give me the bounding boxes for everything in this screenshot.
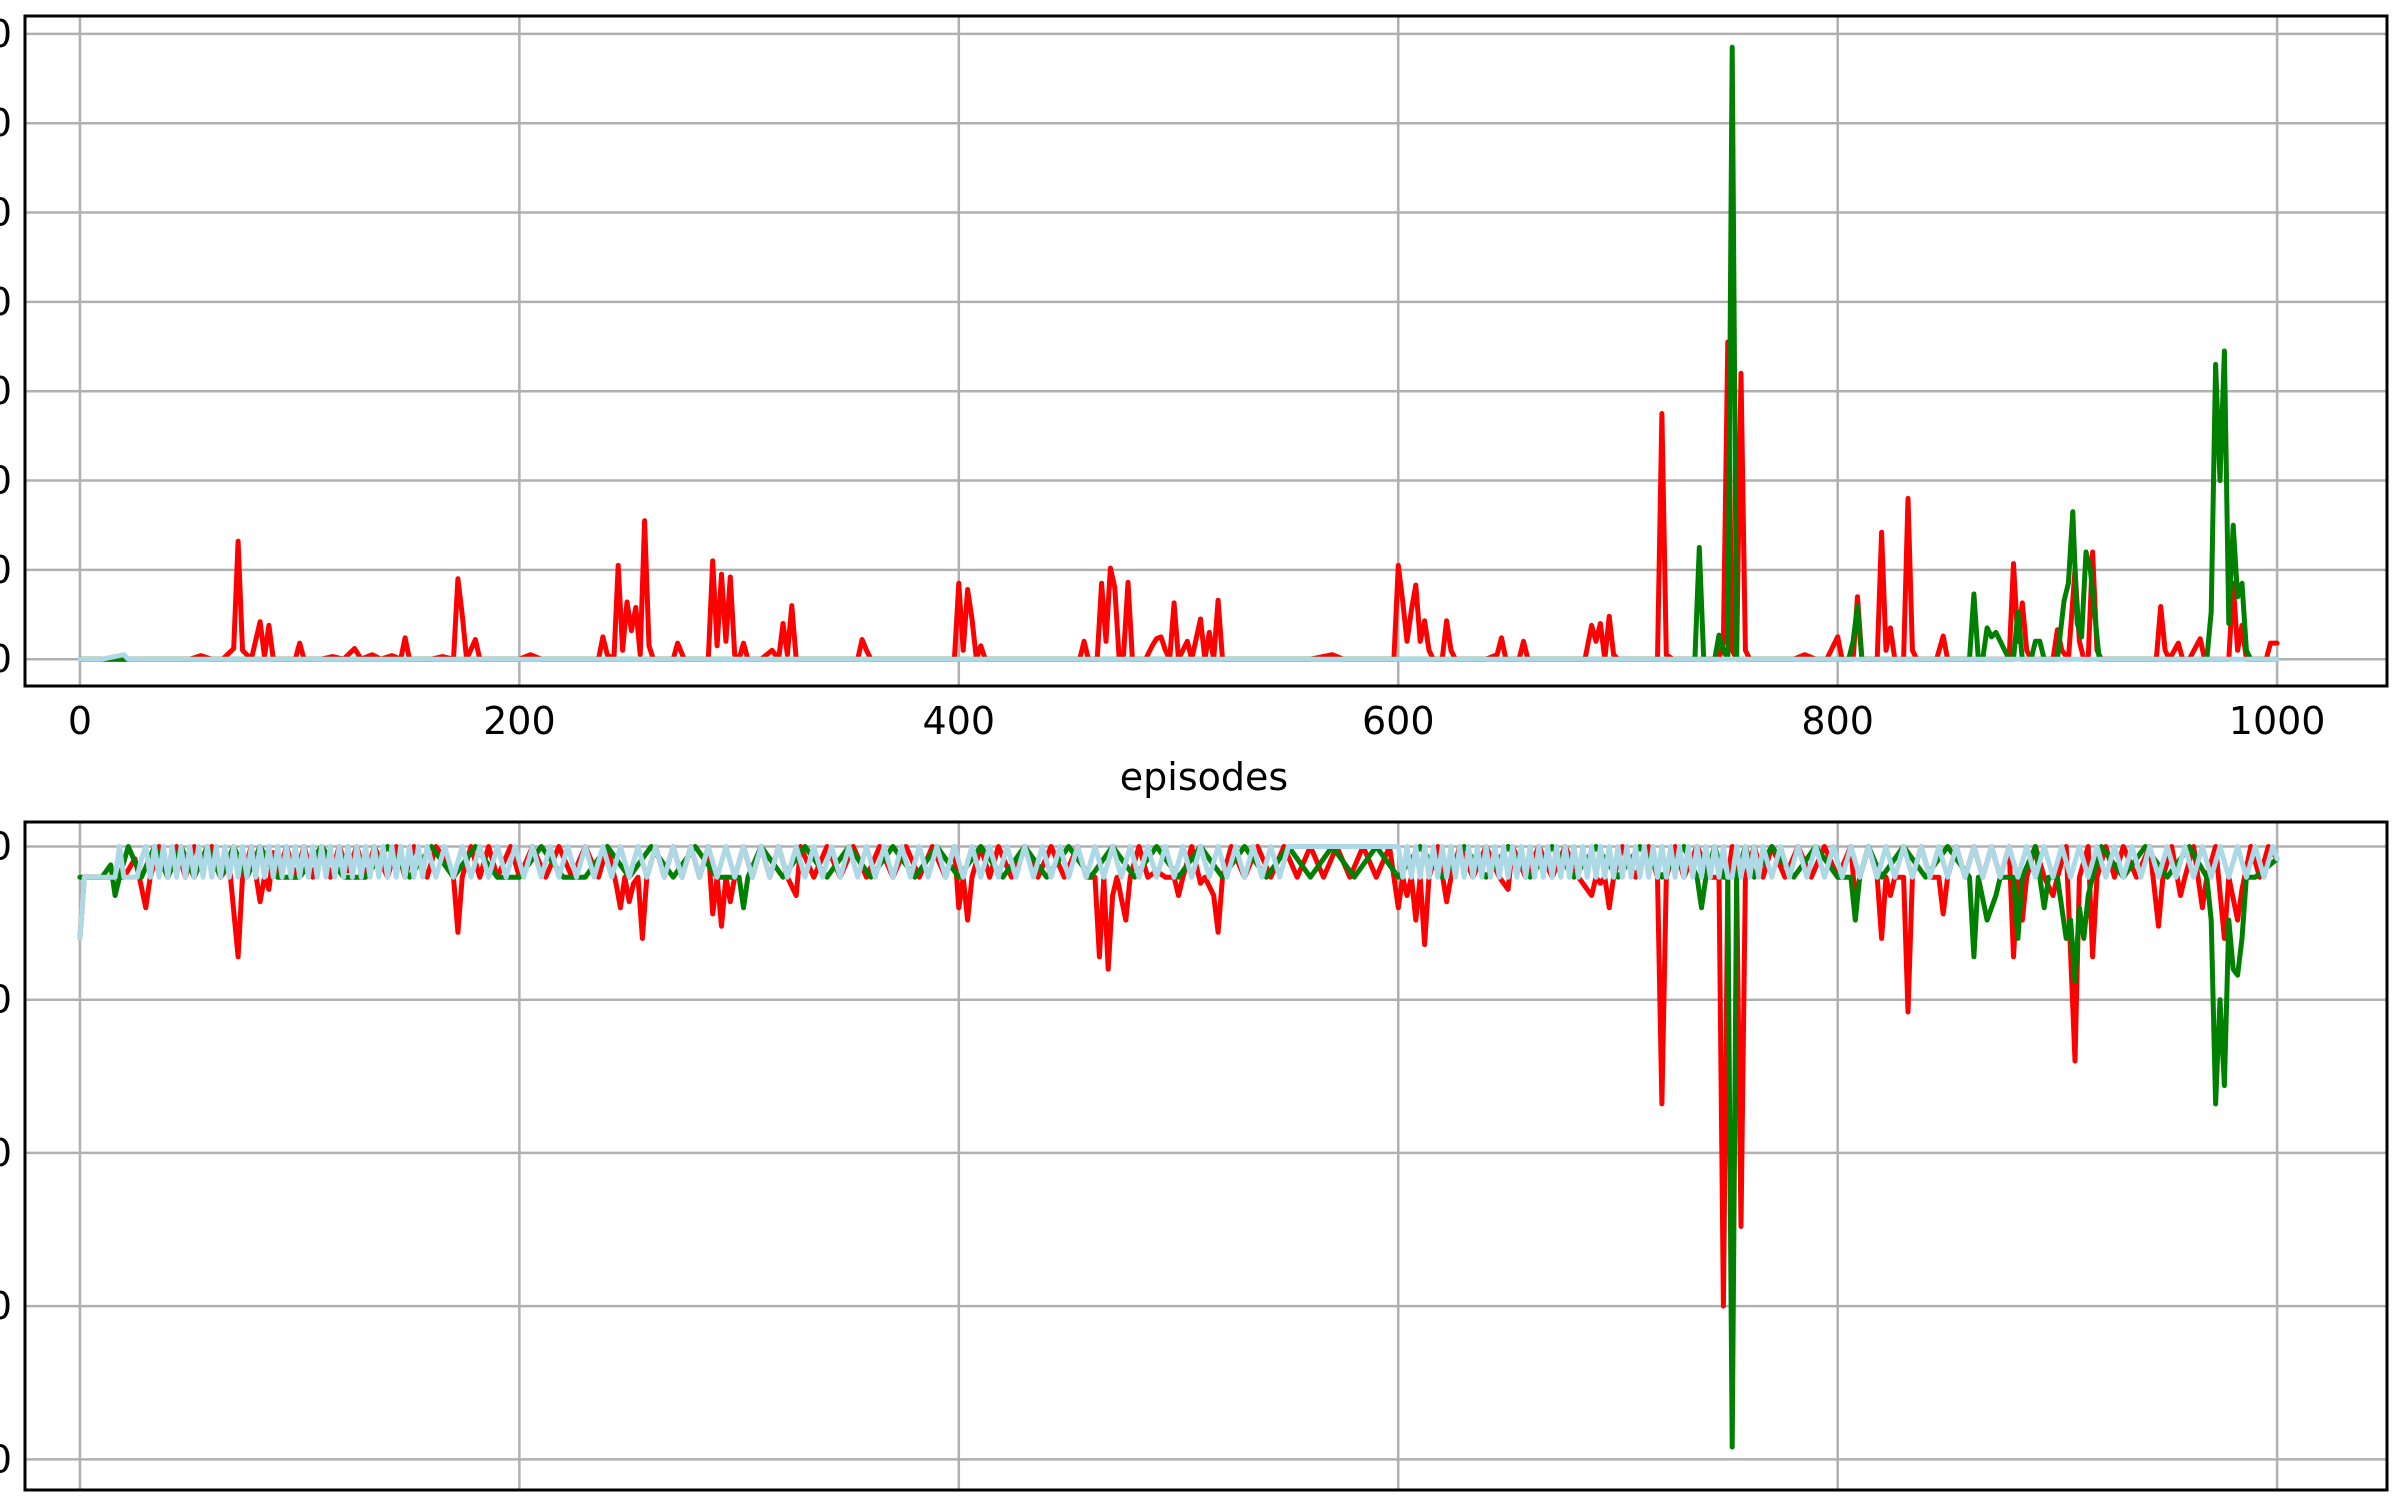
top-chart-ytick-label: 0 [0, 637, 12, 681]
top-chart-xtick-label: 400 [923, 699, 996, 743]
bottom-chart-ytick-label: 0 [0, 978, 12, 1022]
bottom-chart-frame [23, 820, 2389, 1492]
top-chart-xlabel: episodes [1120, 755, 1288, 799]
top-chart-xtick-label: 600 [1362, 699, 1435, 743]
top-chart-ytick-label: 0 [0, 191, 12, 235]
top-chart-ytick-label: 0 [0, 459, 12, 503]
bottom-chart-ytick-label: 0 [0, 1437, 12, 1481]
top-chart-xtick-label: 1000 [2229, 699, 2326, 743]
bottom-chart-ytick-label: 0 [0, 1284, 12, 1328]
top-chart-ticks: 0 200 400 600 800 1000 0 0 0 0 0 0 0 0 [0, 12, 2325, 743]
bottom-chart-series-line-3 [77, 844, 2280, 941]
top-chart-ytick-label: 0 [0, 101, 12, 145]
bottom-chart-series [77, 844, 2280, 1450]
bottom-chart-ytick-label: 0 [0, 1131, 12, 1175]
top-chart-series-line-3 [77, 652, 2280, 662]
top-chart-grid [25, 16, 2387, 686]
top-chart-ytick-label: 0 [0, 548, 12, 592]
top-chart-ytick-label: 0 [0, 369, 12, 413]
bottom-chart-ytick-label: 0 [0, 825, 12, 869]
top-chart-xtick-label: 800 [1801, 699, 1874, 743]
top-chart: 0 200 400 600 800 1000 0 0 0 0 0 0 0 0 episodes [0, 12, 2389, 799]
bottom-chart-ticks: 0 0 0 0 0 [0, 825, 12, 1482]
top-chart-frame [23, 14, 2389, 688]
bottom-chart: 0 0 0 0 0 [0, 820, 2389, 1492]
top-chart-ytick-label: 0 [0, 12, 12, 56]
top-chart-ytick-label: 0 [0, 280, 12, 324]
top-chart-xtick-label: 0 [68, 699, 92, 743]
top-chart-series [77, 44, 2280, 662]
top-chart-xtick-label: 200 [483, 699, 556, 743]
